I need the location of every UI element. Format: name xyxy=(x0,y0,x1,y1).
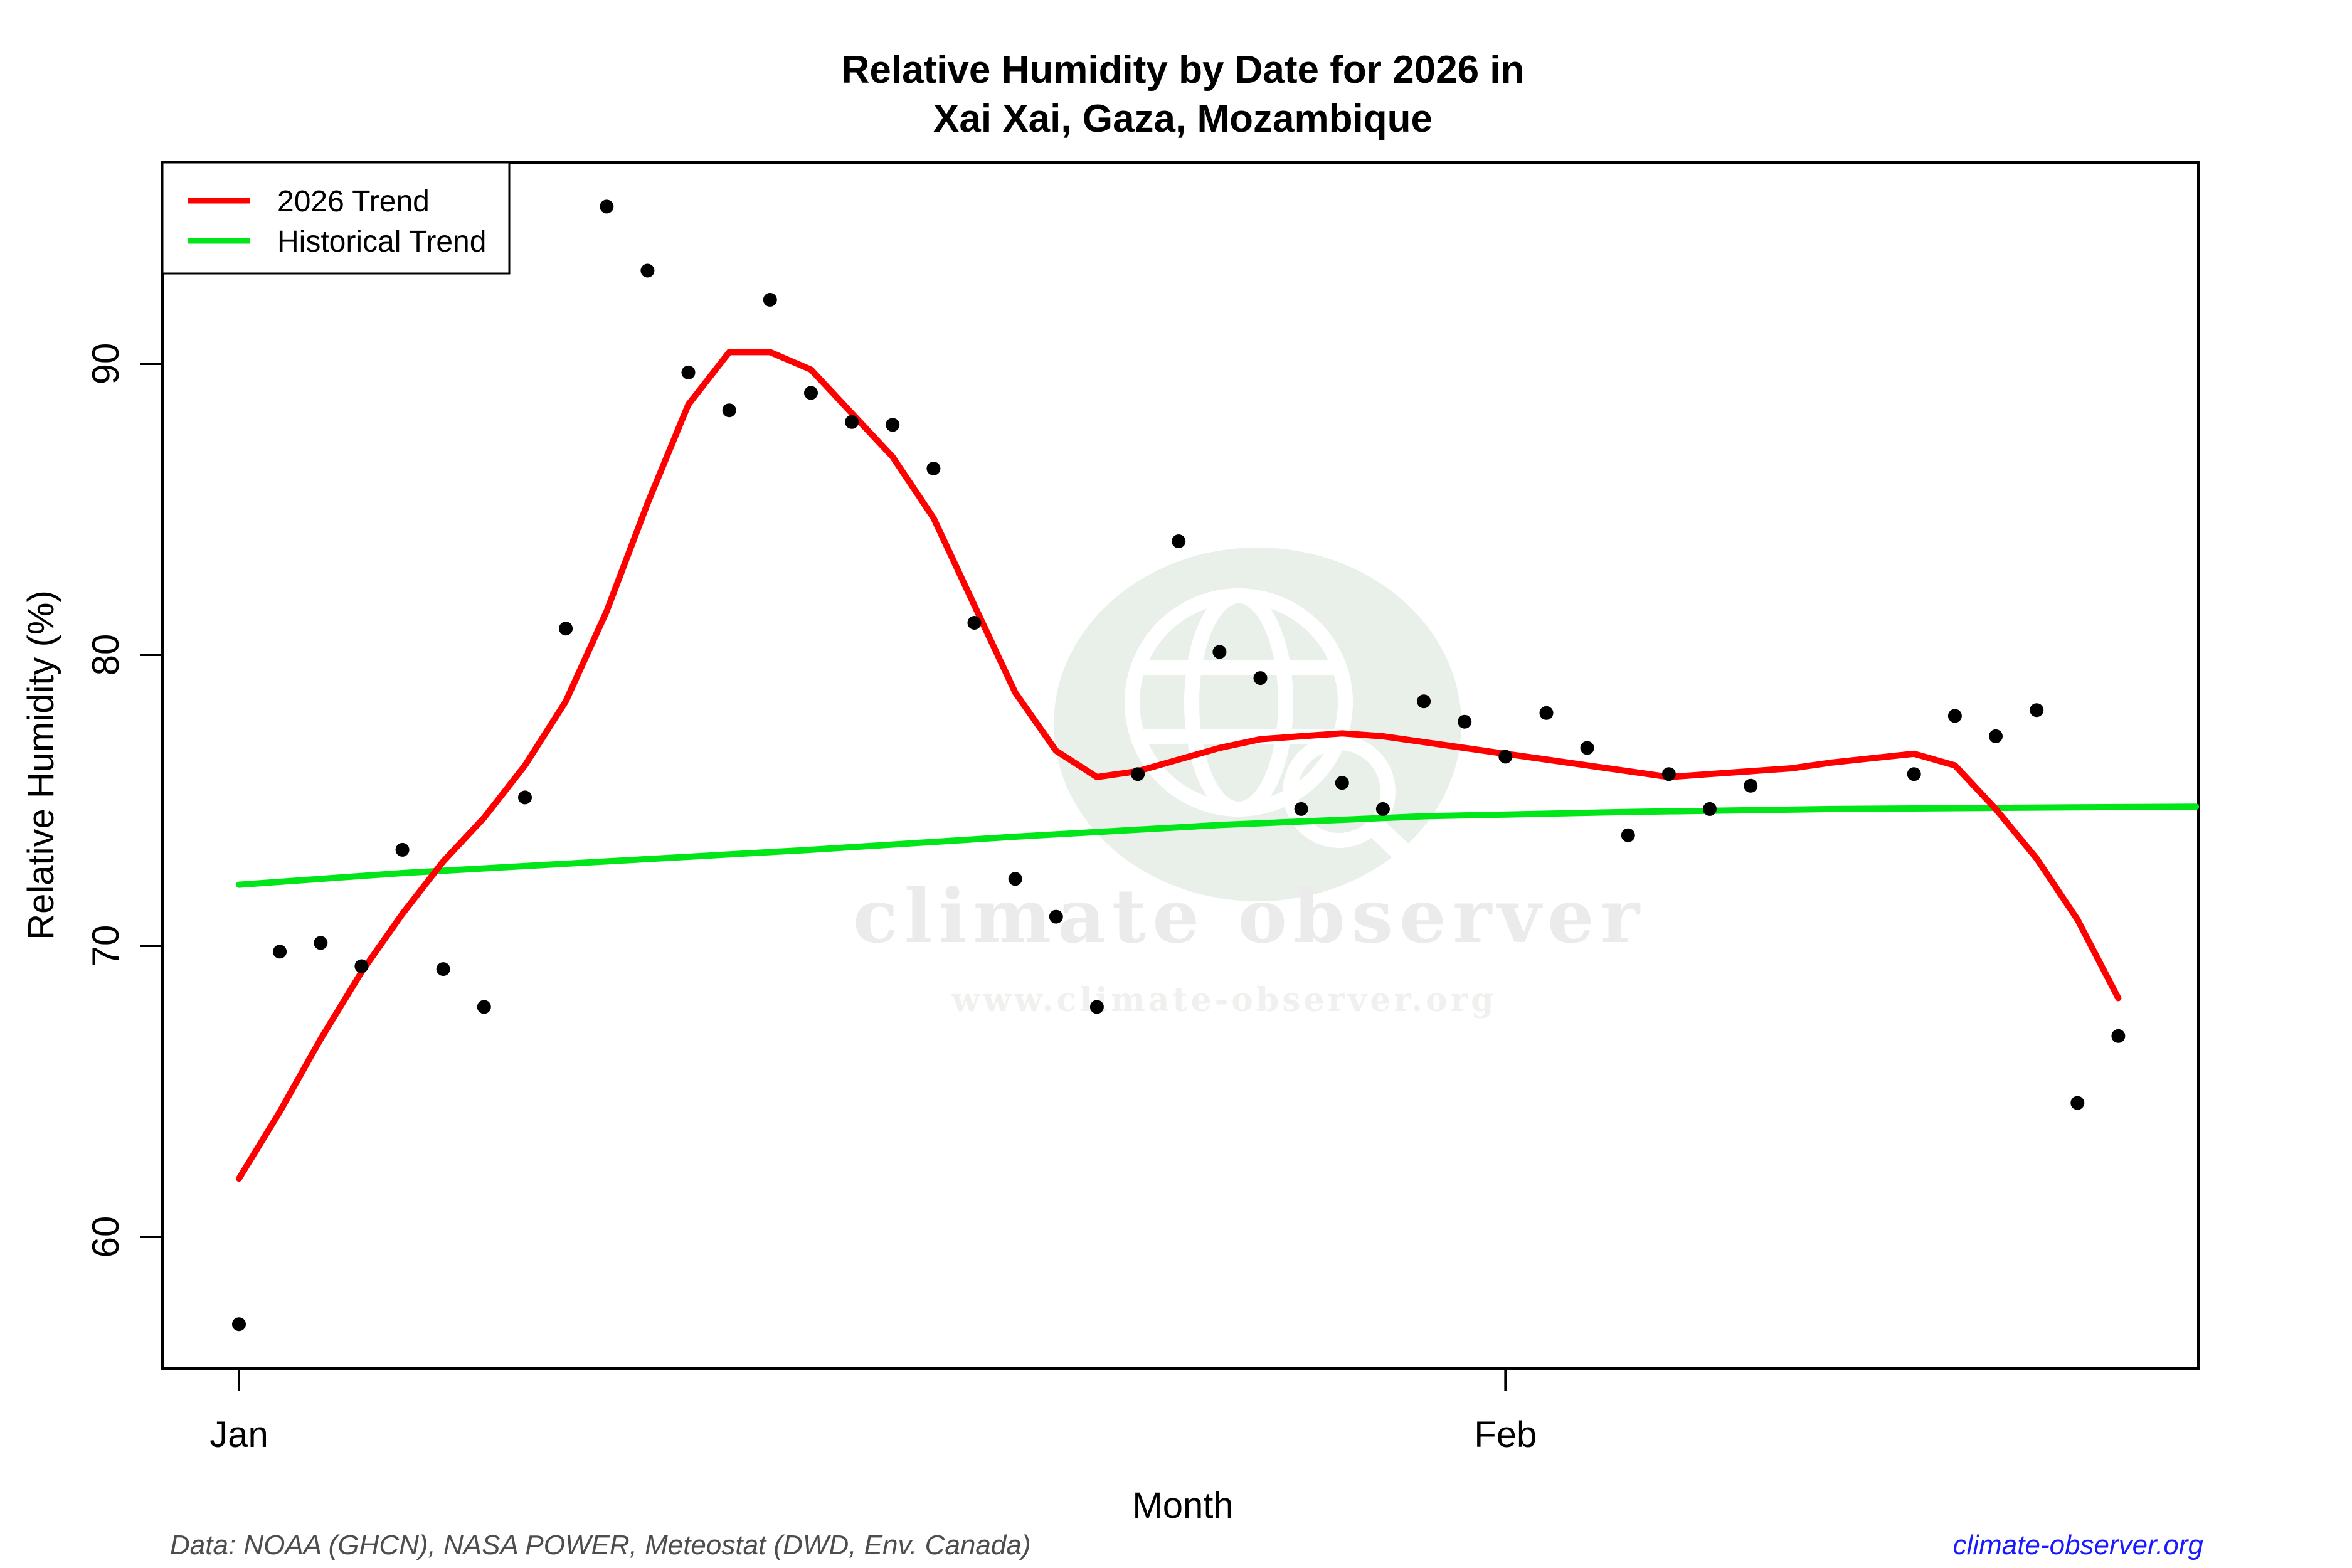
y-tick-label: 60 xyxy=(85,1216,127,1258)
data-point xyxy=(436,962,450,977)
y-tick-label: 90 xyxy=(85,343,127,385)
scatter-points xyxy=(232,199,2126,1332)
data-point xyxy=(395,842,410,857)
trend-line-2026 xyxy=(236,349,2122,1182)
globe-meridian xyxy=(1184,588,1293,817)
data-point xyxy=(1089,1000,1104,1014)
data-point xyxy=(1947,709,1962,723)
data-point xyxy=(1131,767,1145,781)
data-point xyxy=(518,790,532,805)
data-point xyxy=(886,418,900,432)
x-axis-ticks: Jan Feb xyxy=(209,1369,1537,1455)
historical-trend-path xyxy=(236,803,2200,888)
data-point xyxy=(1294,802,1308,816)
watermark-url-text: www.climate-observer.org xyxy=(951,981,1497,1019)
data-point xyxy=(1989,729,2003,743)
data-point xyxy=(1498,750,1513,764)
chart-title-line2: Xai Xai, Gaza, Mozambique xyxy=(933,97,1433,140)
chart-title-line1: Relative Humidity by Date for 2026 in xyxy=(842,48,1525,92)
legend-item-2026-trend: 2026 Trend xyxy=(188,185,430,218)
data-point xyxy=(1539,706,1554,720)
data-point xyxy=(1375,802,1390,816)
trend-2026-path xyxy=(236,349,2122,1182)
data-point xyxy=(1907,767,1921,781)
data-point xyxy=(2070,1096,2085,1110)
data-point xyxy=(681,365,696,379)
data-point xyxy=(763,292,777,307)
plot-frame xyxy=(161,161,2200,1370)
data-point xyxy=(640,263,655,278)
data-point xyxy=(1580,741,1594,755)
data-point xyxy=(1335,776,1349,790)
data-point xyxy=(926,462,941,475)
data-point xyxy=(2111,1029,2126,1043)
data-point xyxy=(967,616,982,630)
footer-site-link[interactable]: climate-observer.org xyxy=(1953,1530,2204,1560)
x-tick-label: Feb xyxy=(1474,1414,1537,1455)
legend-label-historical: Historical Trend xyxy=(277,225,486,258)
data-point xyxy=(232,1317,246,1332)
data-point xyxy=(722,403,736,418)
trend-line-historical xyxy=(236,803,2200,888)
y-tick-label: 80 xyxy=(85,634,127,676)
data-point xyxy=(1049,909,1063,924)
data-point xyxy=(804,386,818,400)
y-axis-title: Relative Humidity (%) xyxy=(21,590,61,940)
data-point xyxy=(314,936,328,950)
data-point xyxy=(1172,534,1186,548)
data-point xyxy=(477,1000,491,1014)
data-point xyxy=(2030,703,2044,718)
legend-box xyxy=(161,161,511,275)
data-point xyxy=(600,199,614,214)
data-point xyxy=(1458,714,1472,729)
data-point xyxy=(1621,828,1635,842)
watermark-brand-text: climate observer xyxy=(853,872,1646,960)
data-point xyxy=(1417,694,1431,709)
plot-area xyxy=(161,161,2200,1370)
legend: 2026 Trend Historical Trend xyxy=(161,161,511,275)
magnifier-lens xyxy=(1283,735,1396,848)
legend-item-historical-trend: Historical Trend xyxy=(188,225,486,258)
footer-data-source: Data: NOAA (GHCN), NASA POWER, Meteostat… xyxy=(170,1530,1030,1560)
x-tick-label: Jan xyxy=(209,1414,268,1455)
data-point xyxy=(1212,645,1227,659)
data-point xyxy=(559,622,573,636)
legend-label-2026: 2026 Trend xyxy=(277,185,430,218)
watermark: climate observer www.climate-observer.or… xyxy=(853,548,1646,1019)
magnifier-handle xyxy=(1364,816,1427,876)
data-point xyxy=(1253,671,1268,686)
data-point xyxy=(354,959,369,973)
x-axis-title: Month xyxy=(1132,1485,1233,1526)
data-point xyxy=(273,945,287,959)
data-point xyxy=(1703,802,1717,816)
data-point xyxy=(1744,778,1758,793)
data-point xyxy=(1661,767,1676,781)
y-axis-ticks: 60 70 80 90 xyxy=(85,343,162,1258)
data-point xyxy=(845,415,859,429)
y-tick-label: 70 xyxy=(85,925,127,967)
data-point xyxy=(1008,872,1022,886)
globe-magnifier-icon xyxy=(1054,548,1461,901)
